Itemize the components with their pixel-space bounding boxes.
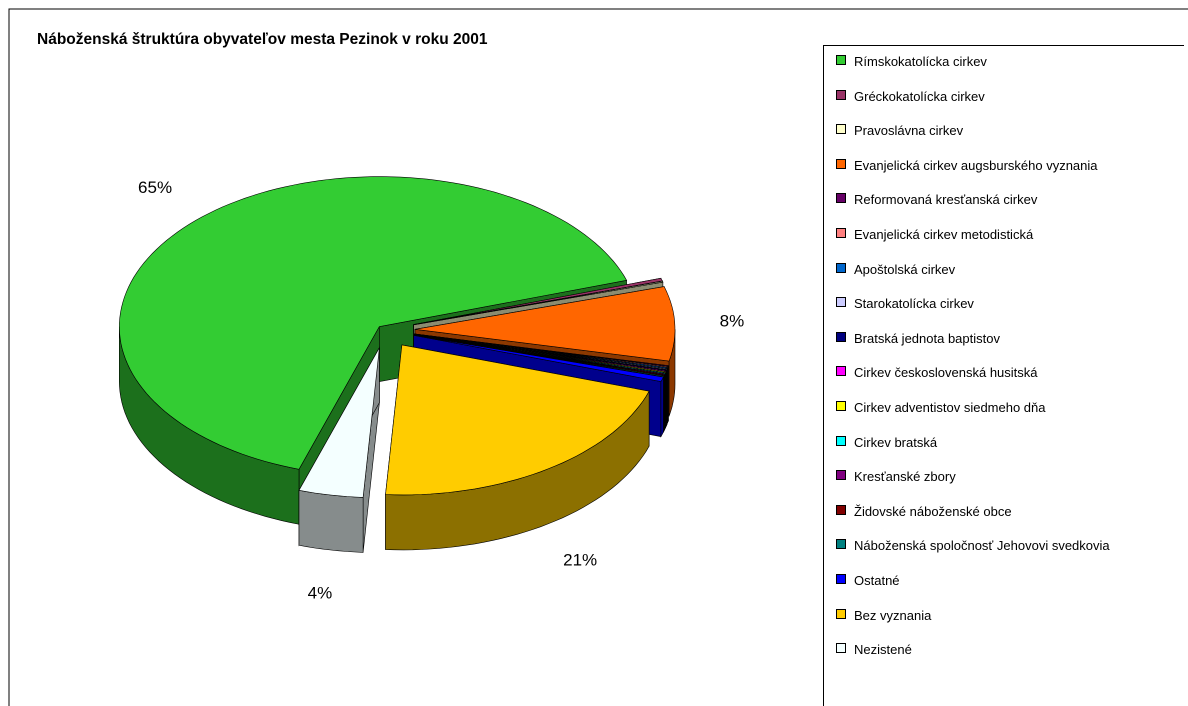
slice <box>413 334 665 378</box>
legend-swatch <box>836 228 846 238</box>
legend-swatch <box>836 158 846 169</box>
slice-side <box>660 376 664 438</box>
legend-swatch <box>836 539 846 550</box>
data-label: 8% <box>720 311 745 330</box>
legend-label: Reformovaná kresťanská cirkev <box>854 192 1038 208</box>
legend-item: Cirkev adventistov siedmeho dňa <box>836 400 1186 415</box>
legend-swatch <box>836 331 846 342</box>
legend-swatch <box>836 366 846 377</box>
legend-item: Bratská jednota baptistov <box>836 331 1186 346</box>
legend-item: Pravoslávna cirkev <box>836 123 1186 138</box>
legend-label: Bratská jednota baptistov <box>854 330 1000 346</box>
legend-item: Ostatné <box>836 573 1186 588</box>
legend-item: Gréckokatolícka cirkev <box>836 89 1186 104</box>
legend-item: Kresťanské zbory <box>836 469 1186 484</box>
legend-item: Evanjelická cirkev metodistická <box>836 227 1186 242</box>
legend-swatch <box>836 124 846 135</box>
legend-label: Rímskokatolícka cirkev <box>854 54 987 69</box>
legend-item: Reformovaná kresťanská cirkev <box>836 192 1186 207</box>
legend-swatch <box>836 297 846 308</box>
legend-label: Židovské náboženské obce <box>854 503 1012 519</box>
legend-label: Cirkev československá husitská <box>854 365 1038 381</box>
data-label: 21% <box>563 551 597 570</box>
legend: Rímskokatolícka cirkev Gréckokatolícka ci… <box>823 45 1184 706</box>
slice-side <box>298 489 364 553</box>
legend-label: Cirkev adventistov siedmeho dňa <box>854 400 1046 415</box>
chart-border <box>8 8 1188 706</box>
legend-swatch <box>836 504 846 515</box>
legend-label: Evanjelická cirkev augsburského vyznania <box>854 157 1098 173</box>
legend-label: Nezistené <box>854 642 912 658</box>
legend-swatch <box>836 435 846 446</box>
legend-item: Nezistené <box>836 642 1186 657</box>
slice <box>385 344 650 496</box>
legend-swatch <box>836 643 846 654</box>
legend-label: Pravoslávna cirkev <box>854 123 964 139</box>
legend-swatch <box>836 193 846 204</box>
legend-label: Náboženská spoločnosť Jehovovi svedkovia <box>854 538 1110 554</box>
legend-label: Evanjelická cirkev metodistická <box>854 227 1034 242</box>
data-label: 65% <box>138 178 172 197</box>
legend-item: Cirkev československá husitská <box>836 365 1186 380</box>
legend-item: Evanjelická cirkev augsburského vyznania <box>836 158 1186 173</box>
legend-item: Cirkev bratská <box>836 435 1186 450</box>
legend-label: Cirkev bratská <box>854 434 938 450</box>
slice <box>413 335 664 382</box>
legend-swatch <box>836 608 846 619</box>
legend-label: Bez vyznania <box>854 607 932 623</box>
slice <box>414 286 676 362</box>
slice <box>385 344 650 551</box>
legend-label: Kresťanské zbory <box>854 469 956 485</box>
legend-label: Gréckokatolícka cirkev <box>854 88 985 104</box>
legend-item: Židovské náboženské obce <box>836 504 1186 519</box>
data-label: 4% <box>308 584 333 603</box>
legend-item: Náboženská spoločnosť Jehovovi svedkovia <box>836 538 1186 553</box>
legend-label: Starokatolícka cirkev <box>854 296 974 312</box>
legend-swatch <box>836 470 846 481</box>
legend-item: Apoštolská cirkev <box>836 262 1186 277</box>
slice <box>119 176 628 470</box>
legend-item: Bez vyznania <box>836 608 1186 623</box>
legend-swatch <box>836 262 846 273</box>
slice <box>298 347 380 498</box>
chart-title: Náboženská štruktúra obyvateľov mesta Pe… <box>37 31 488 48</box>
legend-item: Starokatolícka cirkev <box>836 296 1186 311</box>
legend-swatch <box>836 89 846 100</box>
slice <box>413 280 664 326</box>
legend-item: Rímskokatolícka cirkev <box>836 54 1186 69</box>
legend-swatch <box>836 574 846 584</box>
slice <box>298 346 380 553</box>
legend-label: Ostatné <box>854 573 900 588</box>
legend-label: Apoštolská cirkev <box>854 261 956 277</box>
legend-swatch <box>836 401 846 411</box>
legend-swatch <box>836 55 846 65</box>
